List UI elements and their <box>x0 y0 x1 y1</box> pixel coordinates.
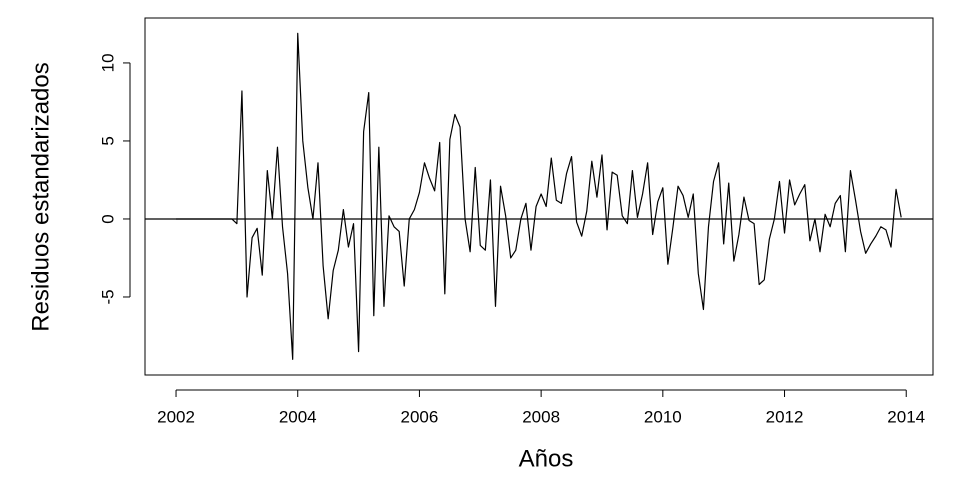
x-tick-label: 2004 <box>279 407 317 426</box>
x-axis-label: Años <box>519 445 574 472</box>
x-tick-label: 2010 <box>644 407 682 426</box>
x-tick-label: 2008 <box>522 407 560 426</box>
y-tick-label: 0 <box>98 214 117 223</box>
y-axis-label: Residuos estandarizados <box>27 62 54 332</box>
x-tick-label: 2002 <box>157 407 195 426</box>
plot-frame <box>144 17 934 376</box>
data-line <box>176 32 902 360</box>
x-tick-label: 2014 <box>887 407 925 426</box>
x-tick-label: 2012 <box>766 407 804 426</box>
y-tick-label: 10 <box>98 53 117 72</box>
y-tick-label: 5 <box>98 136 117 145</box>
y-tick-label: -5 <box>98 289 117 304</box>
x-tick-label: 2006 <box>401 407 439 426</box>
